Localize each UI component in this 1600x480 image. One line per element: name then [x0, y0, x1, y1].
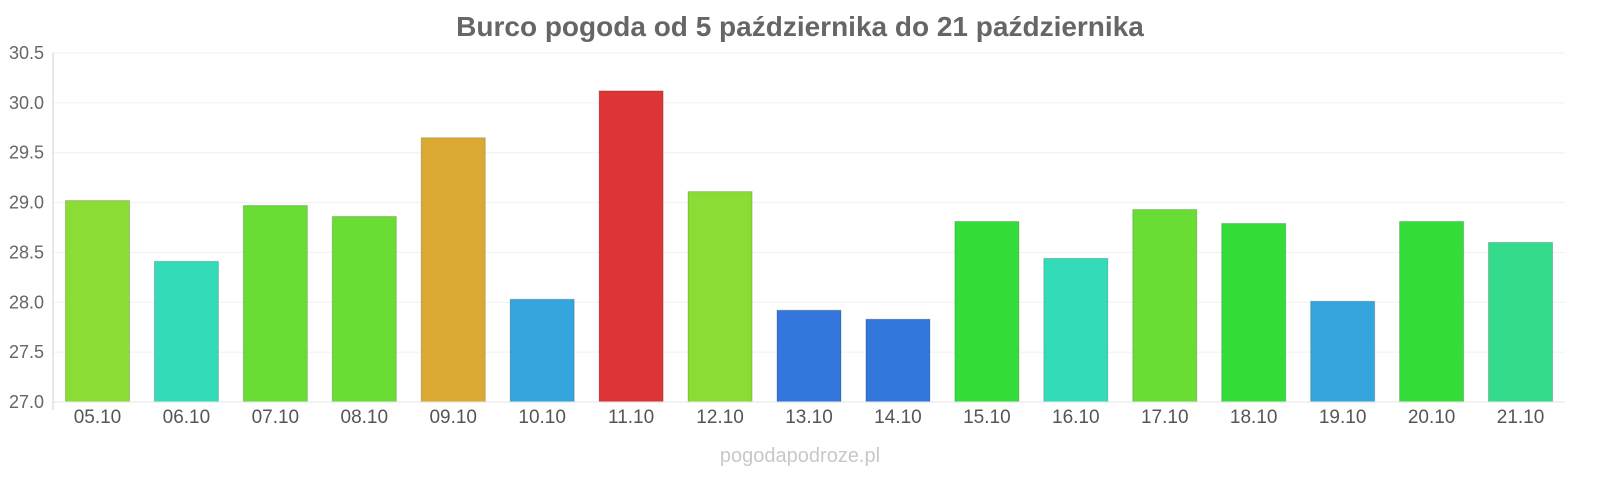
bar-09.10 — [420, 137, 486, 403]
x-tick-label: 09.10 — [429, 407, 477, 428]
x-tick-label: 12.10 — [696, 407, 744, 428]
x-tick-label: 08.10 — [341, 407, 389, 428]
x-tick-label: 17.10 — [1141, 407, 1189, 428]
bar-21.10 — [1488, 241, 1554, 403]
bar-16.10 — [1043, 257, 1109, 403]
bar-12.10 — [687, 191, 753, 403]
x-tick-label: 13.10 — [785, 407, 833, 428]
x-tick-label: 16.10 — [1052, 407, 1100, 428]
bar-05.10 — [64, 200, 130, 403]
bar-20.10 — [1399, 221, 1465, 403]
y-tick-label: 28.0 — [9, 292, 44, 312]
x-tick-label: 15.10 — [963, 407, 1011, 428]
source-label: pogodapodroze.pl — [720, 445, 880, 467]
bar-08.10 — [331, 216, 397, 403]
x-tick-label: 14.10 — [874, 407, 922, 428]
bar-18.10 — [1221, 223, 1287, 403]
y-tick-label: 30.5 — [9, 43, 44, 63]
bar-10.10 — [509, 298, 575, 403]
y-tick-label: 27.0 — [9, 392, 44, 412]
y-tick-label: 28.5 — [9, 242, 44, 262]
bars — [64, 90, 1554, 403]
x-tick-label: 11.10 — [608, 407, 654, 428]
chart-title: Burco pogoda od 5 października do 21 paź… — [456, 11, 1144, 42]
bar-07.10 — [242, 205, 308, 403]
y-tick-label: 30.0 — [9, 93, 44, 113]
x-tick-label: 07.10 — [252, 407, 300, 428]
bar-14.10 — [865, 318, 931, 403]
y-axis: 27.0 27.5 28.0 28.5 29.0 29.5 30.0 30.5 — [9, 43, 54, 412]
x-tick-label: 19.10 — [1319, 407, 1367, 428]
x-tick-label: 21.10 — [1497, 407, 1545, 428]
bar-17.10 — [1132, 209, 1198, 403]
x-tick-label: 06.10 — [163, 407, 211, 428]
y-tick-label: 29.5 — [9, 143, 44, 163]
x-tick-label: 20.10 — [1408, 407, 1456, 428]
x-axis: 05.10 06.10 07.10 08.10 09.10 10.10 11.10 12.10… — [53, 401, 1565, 428]
bar-13.10 — [776, 309, 842, 403]
bar-11.10 — [598, 90, 664, 403]
y-tick-label: 27.5 — [9, 342, 44, 362]
x-tick-label: 10.10 — [518, 407, 566, 428]
x-tick-label: 18.10 — [1230, 407, 1278, 428]
bar-06.10 — [153, 260, 219, 403]
y-tick-label: 29.0 — [9, 193, 44, 213]
bar-15.10 — [954, 221, 1020, 403]
x-tick-label: 05.10 — [74, 407, 122, 428]
bar-19.10 — [1310, 300, 1376, 403]
